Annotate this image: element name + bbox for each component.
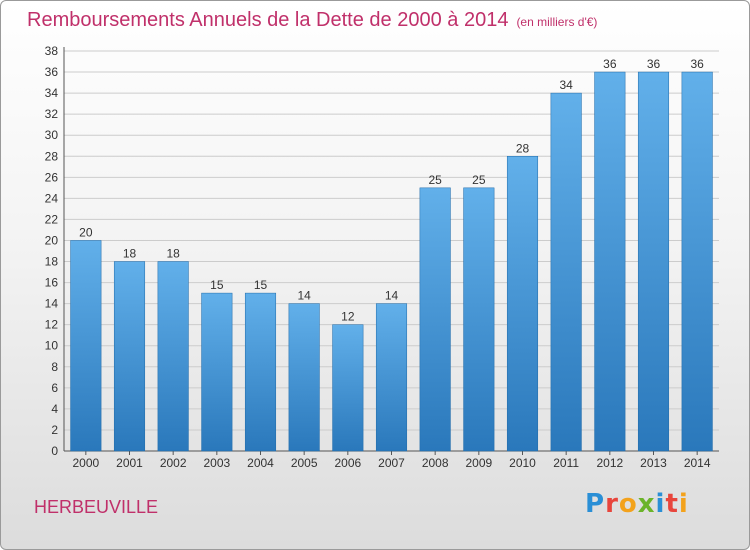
chart-title-text: Remboursements Annuels de la Dette de 20… (27, 9, 509, 31)
x-tick-label-2002: 2002 (160, 456, 187, 470)
y-tick-label: 22 (45, 212, 59, 226)
x-tick-label-2010: 2010 (509, 456, 536, 470)
bars (70, 71, 713, 452)
bar-2009 (463, 187, 495, 452)
y-tick-label: 24 (45, 191, 59, 205)
value-label-2010: 28 (516, 141, 530, 155)
y-tick-label: 30 (45, 128, 59, 142)
logo-letter: o (618, 489, 638, 519)
value-label-2000: 20 (79, 225, 93, 239)
y-tick-label: 10 (45, 339, 59, 353)
x-tick-label-2007: 2007 (378, 456, 405, 470)
x-tick-label-2001: 2001 (116, 456, 143, 470)
y-tick-label: 14 (45, 297, 59, 311)
chart-title: Remboursements Annuels de la Dette de 20… (27, 9, 597, 32)
value-label-2002: 18 (166, 247, 180, 261)
x-tick-label-2005: 2005 (291, 456, 318, 470)
bar-2001 (113, 261, 146, 452)
value-label-2004: 15 (254, 278, 268, 292)
y-tick-label: 26 (45, 170, 59, 184)
x-tick-label-2000: 2000 (72, 456, 99, 470)
value-label-2007: 14 (385, 289, 399, 303)
value-label-2012: 36 (603, 57, 617, 71)
value-label-2009: 25 (472, 173, 486, 187)
y-tick-label: 8 (51, 360, 58, 374)
bar-2006 (332, 324, 364, 452)
logo-letter: P (585, 489, 606, 519)
x-tick-label-2006: 2006 (334, 456, 361, 470)
value-label-2011: 34 (559, 78, 573, 92)
logo-letter: i (678, 489, 689, 519)
logo-letter: r (605, 489, 619, 519)
value-labels: 20 18 18 15 15 14 12 14 25 25 28 34 36 36 36 (79, 57, 704, 324)
y-tick-label: 16 (45, 276, 59, 290)
y-tick-label: 34 (45, 86, 59, 100)
value-label-2008: 25 (428, 173, 442, 187)
bar-2007 (375, 303, 408, 452)
y-tick-label: 2 (51, 423, 58, 437)
x-tick-label-2011: 2011 (553, 456, 579, 470)
y-tick-label: 4 (51, 402, 58, 416)
bar-2011 (550, 92, 582, 452)
x-tick-label-2013: 2013 (640, 456, 667, 470)
x-tick-label-2012: 2012 (596, 456, 623, 470)
bar-2008 (419, 187, 451, 452)
x-tick-labels: 2000 2001 2002 2003 2004 2005 2006 2007 2008 2009… (72, 456, 710, 470)
y-tick-label: 28 (45, 149, 59, 163)
x-tick-label-2004: 2004 (247, 456, 274, 470)
value-label-2003: 15 (210, 278, 224, 292)
y-tick-label: 36 (45, 65, 59, 79)
y-tick-label: 32 (45, 107, 59, 121)
value-label-2006: 12 (341, 310, 355, 324)
y-tick-label: 0 (51, 444, 58, 458)
value-label-2013: 36 (647, 57, 661, 71)
y-tick-label: 18 (45, 255, 59, 269)
bar-2010 (506, 156, 539, 452)
y-tick-label: 6 (51, 381, 58, 395)
chart-unit-note: (en milliers d'€) (516, 15, 598, 29)
bar-2012 (594, 71, 626, 452)
x-tick-label-2008: 2008 (422, 456, 449, 470)
logo-letter: i (655, 489, 666, 519)
bar-2005 (288, 303, 320, 452)
value-label-2005: 14 (297, 289, 311, 303)
value-label-2014: 36 (690, 57, 704, 71)
y-tick-label: 38 (45, 44, 59, 58)
x-tick-label-2009: 2009 (465, 456, 492, 470)
y-tick-label: 20 (45, 233, 59, 247)
logo-letter: t (665, 489, 679, 519)
bar-2003 (201, 292, 233, 452)
bar-2013 (637, 71, 670, 452)
bar-2014 (681, 71, 713, 452)
bar-2002 (157, 261, 189, 452)
logo-letter: x (637, 489, 656, 519)
value-label-2001: 18 (123, 247, 137, 261)
commune-name: HERBEUVILLE (34, 497, 159, 517)
x-tick-label-2014: 2014 (684, 456, 711, 470)
bar-2000 (70, 240, 102, 452)
bar-2004 (244, 292, 277, 452)
proxiti-logo: Proxiti (585, 489, 689, 519)
y-tick-label: 12 (45, 318, 59, 332)
x-tick-label-2003: 2003 (203, 456, 230, 470)
